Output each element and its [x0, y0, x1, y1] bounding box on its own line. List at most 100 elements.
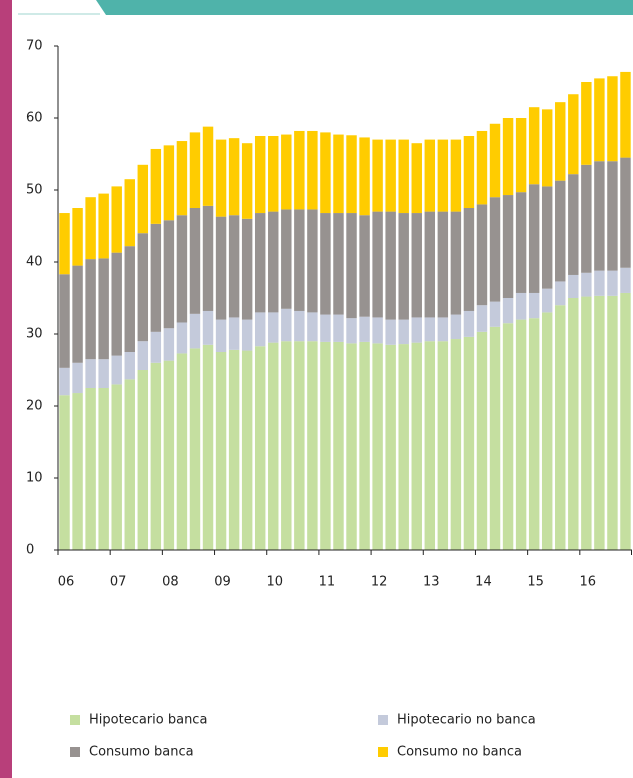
x-tick-label: 13: [423, 575, 440, 590]
bar-segment: [228, 215, 240, 318]
bar-segment: [594, 270, 605, 296]
bar-segment: [176, 215, 188, 323]
bar-segment: [372, 343, 383, 550]
bar-segment: [98, 258, 109, 360]
bar-segment: [59, 213, 70, 275]
x-tick-label: 06: [58, 575, 75, 590]
legend-label: Hipotecario banca: [89, 713, 207, 728]
bar-segment: [568, 274, 579, 298]
bar-segment: [111, 355, 122, 385]
bar-segment: [359, 215, 370, 317]
bar-segment: [228, 317, 240, 350]
bar-segment: [85, 259, 96, 360]
y-tick-label: 0: [26, 543, 34, 558]
bar-segment: [346, 213, 357, 319]
bar-segment: [124, 246, 135, 352]
header-banner: [96, 0, 633, 15]
bar-segment: [268, 312, 279, 343]
bar-segment: [385, 211, 396, 320]
y-tick-label: 20: [26, 399, 43, 414]
bar-segment: [568, 94, 579, 175]
bar-segment: [137, 233, 149, 342]
bar-segment: [307, 209, 318, 313]
bar-segment: [515, 292, 527, 320]
bar-segment: [98, 359, 109, 388]
bar-segment: [398, 344, 409, 550]
x-tick-label: 15: [527, 575, 544, 590]
bar-segment: [607, 270, 618, 296]
bar-segment: [85, 197, 96, 260]
bar-segment: [254, 346, 266, 550]
side-strip: [0, 0, 12, 778]
bar-segment: [515, 192, 527, 293]
bar-segment: [241, 218, 253, 320]
bar-segment: [150, 331, 162, 363]
bar-segment: [176, 322, 188, 354]
bar-segment: [59, 274, 70, 368]
y-tick-label: 60: [26, 111, 43, 126]
bar-segment: [555, 305, 566, 550]
bar-segment: [72, 393, 83, 550]
y-tick-label: 50: [26, 183, 43, 198]
bar-segment: [385, 139, 396, 212]
bar-segment: [189, 132, 201, 208]
bar-segment: [228, 349, 240, 550]
bar-segment: [607, 295, 618, 550]
bar-segment: [411, 143, 422, 214]
bar-segment: [281, 341, 292, 550]
bar-segment: [372, 211, 383, 318]
bar-segment: [98, 193, 109, 259]
bar-segment: [489, 326, 501, 550]
bar-segment: [333, 341, 344, 550]
x-tick-label: 16: [580, 575, 597, 590]
bar-segment: [163, 360, 175, 550]
y-tick-label: 70: [26, 39, 43, 54]
bar-segment: [541, 186, 553, 289]
bar-segment: [450, 211, 462, 315]
bar-segment: [463, 336, 475, 550]
bar-segment: [281, 134, 292, 210]
bar-segment: [202, 126, 214, 206]
bar-segment: [594, 78, 605, 162]
bar-segment: [150, 362, 162, 550]
y-tick-label: 30: [26, 327, 43, 342]
bar-segment: [620, 267, 631, 293]
bar-segment: [437, 211, 449, 318]
bar-segment: [124, 379, 135, 550]
bar-segment: [424, 317, 436, 342]
bar-segment: [333, 134, 344, 214]
bar-segment: [581, 82, 592, 165]
bar-segment: [333, 213, 344, 315]
legend-swatch: [378, 747, 388, 757]
bar-segment: [620, 292, 631, 550]
bar-segment: [528, 184, 540, 293]
y-tick-label: 10: [26, 471, 43, 486]
bar-segment: [176, 353, 188, 550]
bar-segment: [124, 352, 135, 380]
x-tick-label: 11: [319, 575, 336, 590]
bar-segment: [137, 341, 149, 370]
bar-segment: [294, 310, 305, 342]
bar-segment: [163, 145, 175, 221]
bar-segment: [568, 174, 579, 275]
legend-swatch: [70, 747, 80, 757]
bar-segment: [137, 370, 149, 550]
bar-segment: [307, 130, 318, 210]
bar-segment: [359, 137, 370, 216]
bar-segment: [163, 220, 175, 329]
bar-segment: [620, 157, 631, 268]
bar-segment: [72, 362, 83, 394]
bar-segment: [607, 161, 618, 271]
bar-segment: [150, 148, 162, 224]
bar-segment: [202, 205, 214, 311]
bar-segment: [111, 186, 122, 253]
bar-segment: [150, 223, 162, 332]
bar-segment: [502, 298, 514, 324]
bar-segment: [215, 216, 227, 320]
bar-segment: [489, 301, 501, 327]
legend-swatch: [378, 715, 388, 725]
bar-segment: [411, 213, 422, 318]
bar-segment: [268, 342, 279, 550]
bar-segment: [581, 296, 592, 550]
